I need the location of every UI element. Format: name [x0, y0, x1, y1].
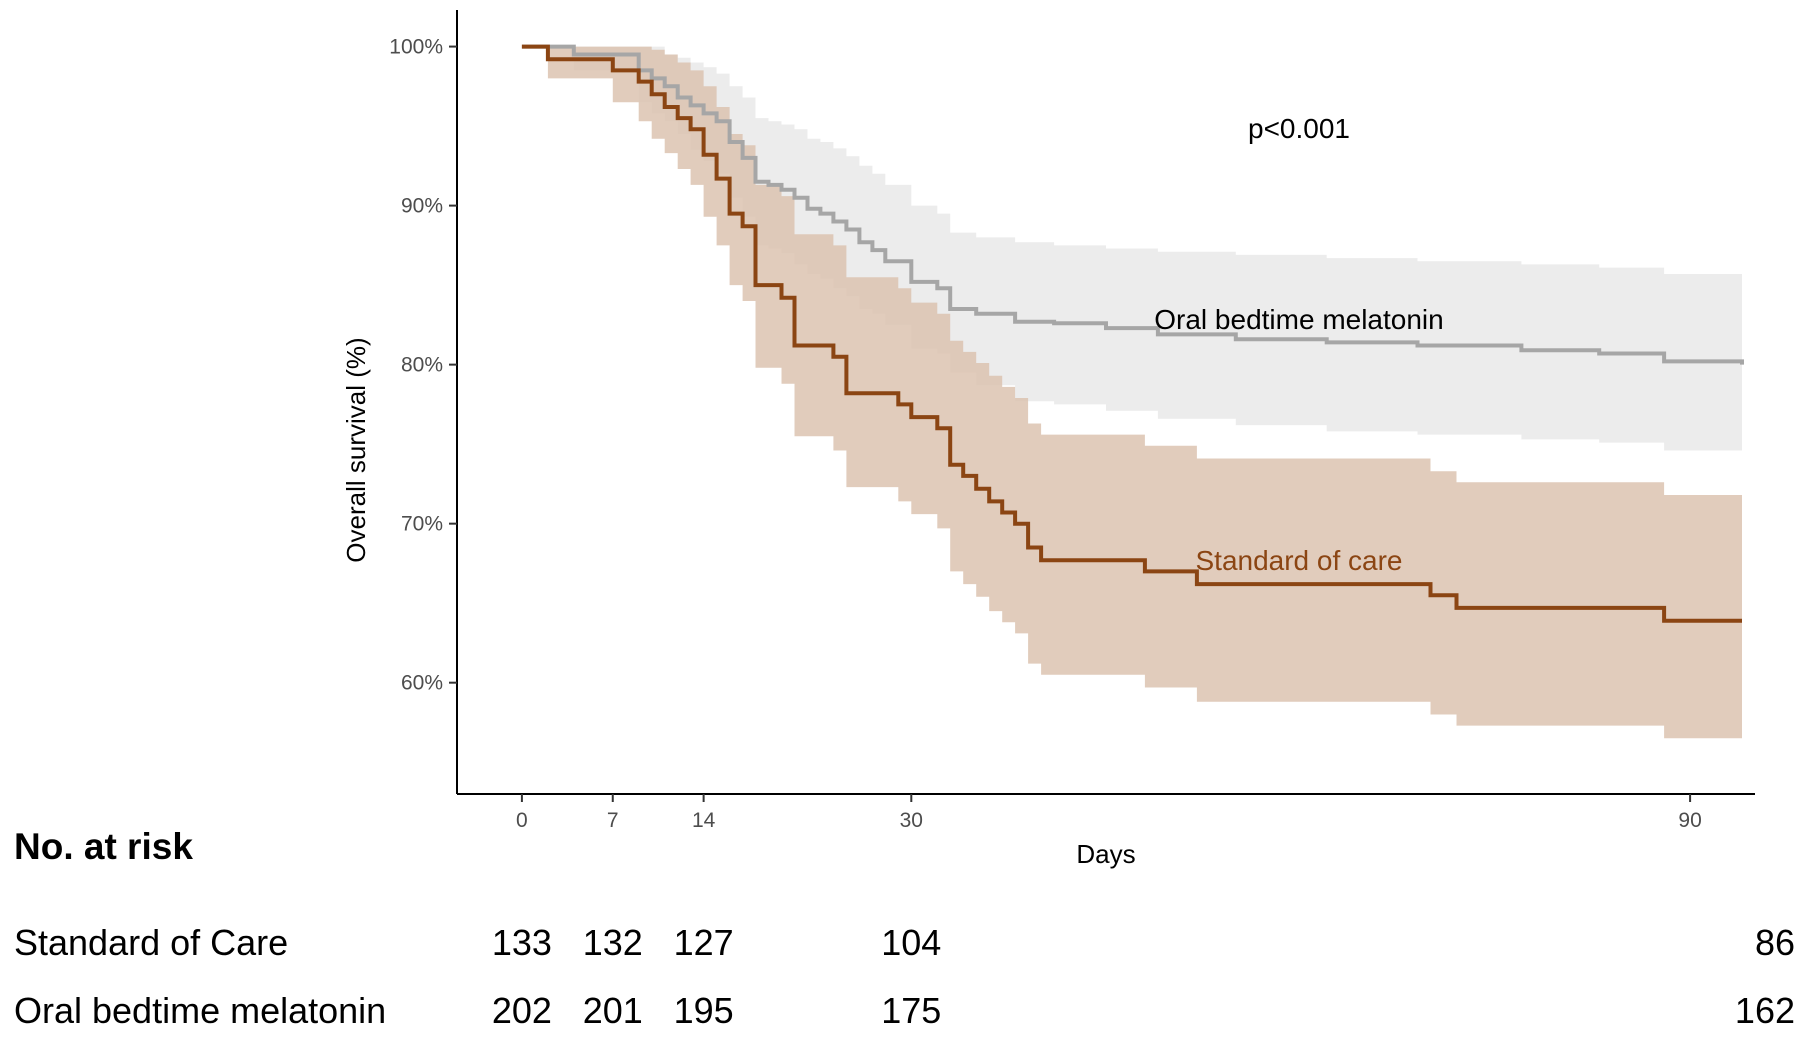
risk-count: 162 [1735, 990, 1795, 1031]
x-ticks: 0 7 14 30 90 [516, 794, 1702, 832]
curve-label-standard: Standard of care [1195, 545, 1402, 576]
risk-count: 175 [881, 990, 941, 1031]
risk-count: 104 [881, 922, 941, 963]
confidence-band-1 [521, 46, 1742, 739]
risk-table-title: No. at risk [14, 826, 193, 867]
x-tick-label: 0 [516, 809, 528, 832]
x-tick-label: 90 [1678, 809, 1701, 832]
y-tick-label: 90% [401, 195, 443, 218]
survival-line-1 [521, 44, 1742, 623]
risk-count: 127 [674, 922, 734, 963]
risk-count: 133 [492, 922, 552, 963]
curve-label-melatonin: Oral bedtime melatonin [1154, 304, 1443, 335]
risk-counts: 133 132 127 104 86 202 201 195 175 162 [492, 922, 1795, 1031]
risk-count: 202 [492, 990, 552, 1031]
x-tick-label: 14 [692, 809, 716, 832]
risk-count: 201 [583, 990, 643, 1031]
y-tick-label: 70% [401, 513, 443, 536]
y-axis-title: Overall survival (%) [341, 337, 371, 562]
y-tick-label: 80% [401, 354, 443, 377]
survival-line-0 [521, 44, 1744, 365]
risk-row-label-standard: Standard of Care [14, 922, 288, 963]
x-axis-title: Days [1076, 839, 1135, 869]
y-ticks: 60% 70% 80% 90% 100% [389, 36, 457, 695]
survival-curves [521, 44, 1744, 623]
y-tick-label: 100% [389, 36, 443, 59]
risk-row-label-melatonin: Oral bedtime melatonin [14, 990, 386, 1031]
p-value-annotation: p<0.001 [1248, 113, 1350, 144]
confidence-band-0 [521, 46, 1742, 451]
confidence-bands [521, 46, 1742, 739]
axes [456, 10, 1755, 795]
x-tick-label: 30 [900, 809, 923, 832]
y-tick-label: 60% [401, 672, 443, 695]
risk-count: 195 [674, 990, 734, 1031]
risk-count: 132 [583, 922, 643, 963]
risk-count: 86 [1755, 922, 1795, 963]
x-tick-label: 7 [607, 809, 619, 832]
